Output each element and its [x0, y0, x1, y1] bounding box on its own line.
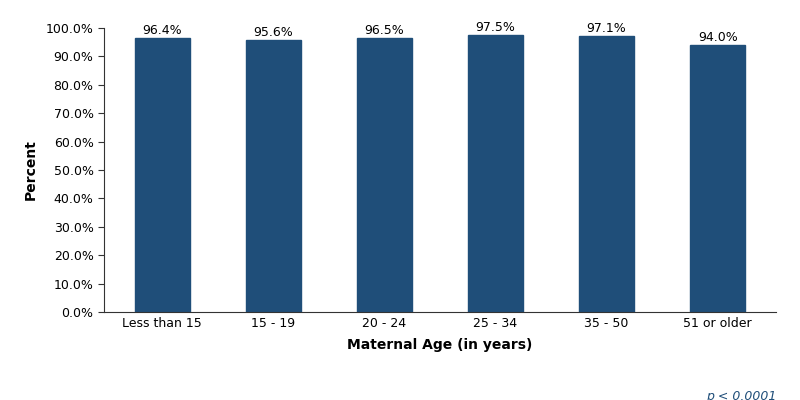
Bar: [357, 38, 412, 312]
Text: p < 0.0001: p < 0.0001: [706, 390, 776, 400]
Bar: [468, 35, 523, 312]
Text: 97.5%: 97.5%: [475, 21, 515, 34]
Y-axis label: Percent: Percent: [23, 140, 38, 200]
X-axis label: Maternal Age (in years): Maternal Age (in years): [347, 338, 533, 352]
Text: 97.1%: 97.1%: [586, 22, 626, 35]
Text: 96.4%: 96.4%: [142, 24, 182, 37]
Bar: [579, 36, 634, 312]
Bar: [246, 40, 301, 312]
Text: 95.6%: 95.6%: [254, 26, 294, 39]
Bar: [690, 45, 746, 312]
Text: 94.0%: 94.0%: [698, 31, 738, 44]
Bar: [134, 38, 190, 312]
Text: 96.5%: 96.5%: [365, 24, 404, 36]
